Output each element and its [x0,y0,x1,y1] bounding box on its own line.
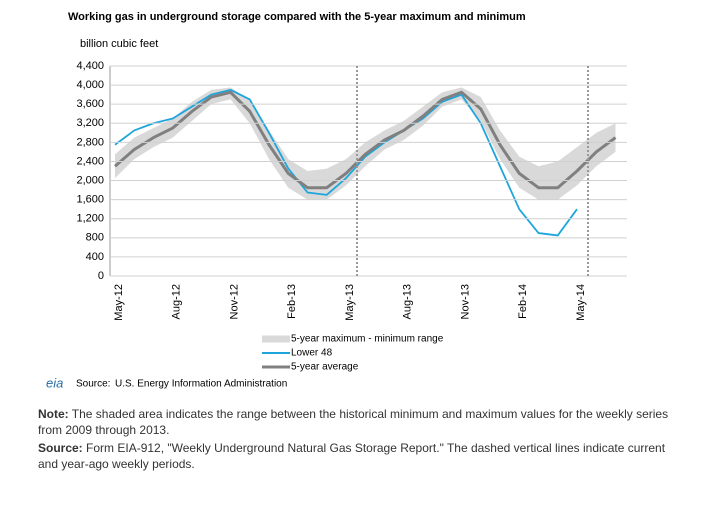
source-label: Source: [76,379,110,390]
x-tick-label: Aug-13 [402,284,414,319]
y-tick-label: 2,400 [76,155,104,167]
note-label: Source: [38,441,83,455]
y-tick-label: 1,200 [76,213,104,225]
y-tick-label: 400 [86,251,104,263]
x-tick-label: Nov-12 [228,284,240,319]
logo: eia [46,375,63,390]
x-tick-label: May-13 [344,284,356,321]
x-tick-label: May-12 [113,284,125,321]
chart-title: Working gas in underground storage compa… [68,11,526,23]
y-tick-label: 4,400 [76,60,104,72]
source: U.S. Energy Information Administration [115,379,287,390]
y-tick-label: 1,600 [76,194,104,206]
y-tick-label: 2,000 [76,174,104,186]
x-tick-label: Feb-14 [517,284,529,319]
x-tick-label: Aug-12 [171,284,183,319]
x-tick-label: Feb-13 [286,284,298,319]
line [114,88,578,237]
note: Note: The shaded area indicates the rang… [38,406,678,438]
note-label: Note: [38,407,69,421]
x-tick-label: May-14 [575,284,587,321]
x-tick-label: Nov-13 [459,284,471,319]
note-text: Form EIA-912, "Weekly Underground Natura… [38,441,666,471]
legend-label: 5-year average [291,362,359,373]
y-tick-label: 2,800 [76,136,104,148]
y-tick-label: 3,600 [76,98,104,110]
notes: Note: The shaded area indicates the rang… [38,406,678,474]
chart: Working gas in underground storage compa… [46,11,627,390]
line [114,90,617,190]
note: Source: Form EIA-912, "Weekly Undergroun… [38,440,678,472]
legend-label: 5-year maximum - minimum range [291,334,444,345]
legend-label: Lower 48 [291,348,333,359]
y-tick-label: 3,200 [76,117,104,129]
y-tick-label: 4,000 [76,79,104,91]
y-tick-label: 0 [98,270,104,282]
note-text: The shaded area indicates the range betw… [38,407,669,437]
y-tick-label: 800 [86,232,104,244]
range-band [115,87,616,200]
y-axis-label: billion cubic feet [80,38,158,50]
